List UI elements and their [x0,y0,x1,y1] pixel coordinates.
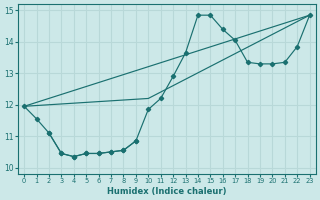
X-axis label: Humidex (Indice chaleur): Humidex (Indice chaleur) [107,187,227,196]
